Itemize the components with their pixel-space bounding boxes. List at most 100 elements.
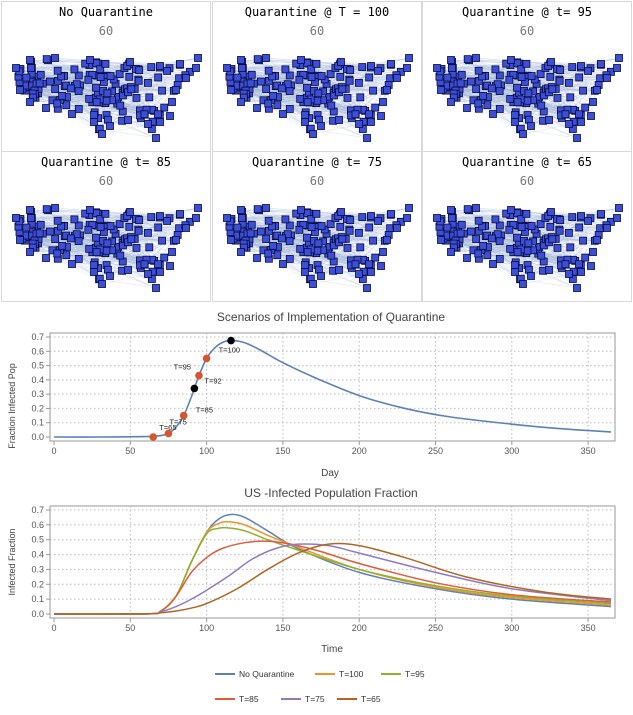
network-node — [62, 101, 71, 110]
network-node — [358, 63, 367, 71]
network-node — [457, 70, 466, 79]
network-node — [84, 225, 93, 234]
network-edge — [520, 129, 578, 139]
network-node — [66, 234, 75, 243]
panel-subtitle: 60 — [519, 24, 535, 38]
network-node — [277, 234, 286, 243]
network-node — [163, 217, 172, 225]
network-node — [269, 241, 278, 250]
network-edge — [240, 230, 350, 253]
network-node — [615, 54, 623, 62]
network-node — [387, 60, 395, 68]
network-node — [326, 70, 335, 78]
network-node — [152, 134, 160, 142]
network-edge — [289, 225, 309, 260]
network-node — [166, 112, 174, 120]
network-node — [479, 91, 488, 100]
network-nodes — [223, 54, 413, 142]
network-edge — [499, 75, 519, 110]
network-node — [42, 55, 51, 64]
network-edge — [240, 80, 350, 103]
network-node — [343, 94, 352, 102]
network-node — [223, 64, 231, 72]
network-node — [46, 77, 54, 86]
network-node — [281, 65, 290, 74]
network-node — [156, 268, 164, 276]
network-node — [96, 215, 105, 224]
panel-subtitle: 60 — [98, 174, 114, 188]
network-node — [140, 260, 149, 269]
network-node — [283, 80, 292, 89]
network-node — [346, 216, 355, 225]
network-node — [355, 78, 363, 87]
network-node — [527, 122, 535, 130]
network-node — [42, 104, 50, 112]
network-node — [53, 66, 62, 75]
network-node — [463, 104, 471, 112]
network-node — [262, 204, 270, 212]
network-node — [51, 204, 59, 212]
network-node — [281, 215, 290, 224]
network-node — [337, 208, 345, 216]
network-node — [22, 223, 31, 232]
network-node — [154, 223, 163, 232]
network-node — [301, 260, 309, 269]
network-node — [568, 63, 577, 71]
network-node — [85, 94, 94, 103]
network-node — [101, 209, 110, 218]
network-node — [299, 220, 308, 229]
network-node — [154, 73, 163, 82]
network-node — [247, 220, 256, 229]
network-node — [365, 73, 374, 82]
network-node — [132, 244, 141, 252]
network-node — [115, 70, 124, 78]
network-node — [253, 55, 262, 64]
network-edge — [320, 97, 361, 127]
network-edge — [335, 89, 382, 117]
network-node — [237, 214, 246, 222]
network-node — [144, 78, 152, 87]
network-edge — [320, 247, 361, 277]
network-node — [74, 221, 83, 230]
network-edge — [557, 57, 620, 99]
network-node — [489, 110, 497, 118]
network-node — [145, 93, 154, 102]
network-node — [277, 84, 286, 93]
network-node — [285, 221, 294, 230]
network-node — [577, 62, 585, 70]
network-edge — [136, 207, 199, 249]
network-node — [577, 118, 585, 126]
network-node — [53, 249, 62, 258]
network-edge — [109, 247, 150, 277]
network-node — [472, 85, 481, 93]
network-node — [548, 85, 557, 94]
network-edge — [310, 279, 368, 289]
network-node — [90, 110, 98, 119]
network-nodes — [433, 54, 623, 142]
network-node — [125, 72, 134, 81]
network-node — [297, 206, 305, 214]
network-node — [156, 212, 164, 220]
network-node — [233, 223, 242, 232]
network-node — [96, 223, 105, 232]
network-node — [593, 86, 601, 94]
network-node — [474, 99, 483, 108]
network-nodes — [223, 204, 413, 292]
network-edge — [251, 63, 297, 75]
network-node — [443, 73, 452, 82]
network-node — [36, 220, 45, 229]
network-node — [70, 65, 79, 74]
network-node — [511, 118, 519, 126]
network-node — [74, 255, 83, 263]
network-node — [160, 253, 169, 262]
network-node — [176, 210, 184, 218]
network-node — [309, 280, 317, 288]
network-node — [327, 101, 336, 110]
network-node — [156, 62, 164, 70]
network-node — [92, 83, 100, 92]
network-node — [126, 208, 134, 216]
network-node — [88, 70, 97, 79]
network-node — [125, 222, 134, 231]
network-node — [101, 59, 110, 68]
network-edge — [251, 213, 297, 225]
